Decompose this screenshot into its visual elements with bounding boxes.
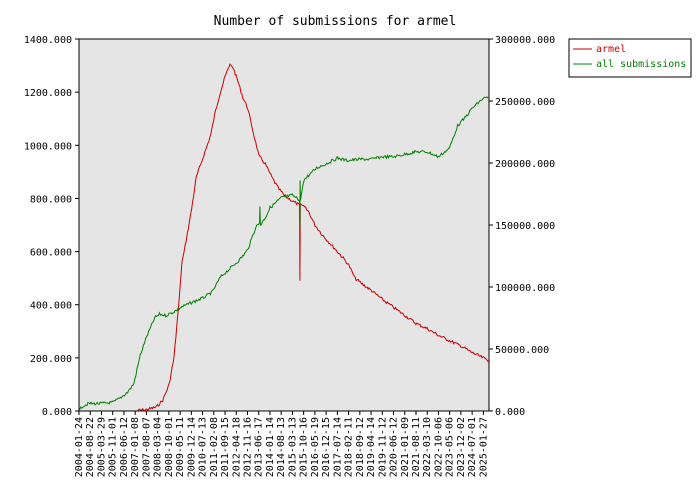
y-right-tick-label: 50000.000 xyxy=(495,345,549,356)
x-tick-label: 2005-11-01 xyxy=(108,417,119,477)
plot-area xyxy=(78,38,490,412)
legend-box xyxy=(568,38,692,78)
x-tick-label: 2006-06-12 xyxy=(119,417,130,477)
x-tick-label: 2013-06-17 xyxy=(254,417,265,477)
y-left-tick-label: 600.000 xyxy=(30,248,72,259)
x-tick-label: 2015-03-13 xyxy=(287,417,298,477)
y-right-tick-label: 200000.000 xyxy=(495,159,555,170)
x-tick-label: 2007-08-07 xyxy=(141,417,152,477)
series-line-all-submissions xyxy=(78,96,490,413)
legend-label: armel xyxy=(596,44,626,55)
x-tick-label: 2007-01-08 xyxy=(130,417,141,477)
plot-background xyxy=(78,38,490,412)
x-tick-label: 2024-07-01 xyxy=(467,417,478,477)
x-tick-label: 2004-01-24 xyxy=(74,417,85,477)
x-tick-label: 2023-05-06 xyxy=(445,417,456,477)
x-tick-label: 2019-04-14 xyxy=(366,417,377,477)
x-tick-label: 2025-01-27 xyxy=(478,417,489,477)
x-tick-label: 2012-11-16 xyxy=(242,417,253,477)
x-tick-label: 2004-08-22 xyxy=(85,417,96,477)
y-left-tick-label: 400.000 xyxy=(30,301,72,312)
x-tick-label: 2021-08-11 xyxy=(411,417,422,477)
x-tick-label: 2018-09-12 xyxy=(355,417,366,477)
x-tick-label: 2020-06-12 xyxy=(389,417,400,477)
axes: 0.000 200.000 400.000 600.000 800.000 1000.00… xyxy=(24,35,555,477)
x-tick-label: 2017-07-14 xyxy=(332,417,343,477)
y-left-tick-label: 800.000 xyxy=(30,194,72,205)
x-tick-label: 2011-09-15 xyxy=(220,417,231,477)
legend: armel all submissions xyxy=(568,38,692,78)
x-tick-label: 2015-10-16 xyxy=(299,417,310,477)
x-tick-label: 2008-03-04 xyxy=(153,417,164,477)
x-tick-label: 2022-10-06 xyxy=(433,417,444,477)
chart-title: Number of submissions for armel xyxy=(214,14,457,29)
x-tick-label: 2008-10-01 xyxy=(164,417,175,477)
series-line-armel xyxy=(137,63,490,412)
x-tick-label: 2010-07-13 xyxy=(198,417,209,477)
x-tick-label: 2016-12-15 xyxy=(321,417,332,477)
y-right-tick-label: 300000.000 xyxy=(495,35,555,46)
x-tick-label: 2016-05-19 xyxy=(310,417,321,477)
x-tick-label: 2011-02-08 xyxy=(209,417,220,477)
y-right-tick-label: 250000.000 xyxy=(495,97,555,108)
y-left-tick-label: 0.000 xyxy=(42,407,72,418)
x-tick-label: 2023-12-02 xyxy=(456,417,467,477)
y-left-tick-label: 200.000 xyxy=(30,354,72,365)
x-tick-label: 2022-03-10 xyxy=(422,417,433,477)
y-left-tick-label: 1000.000 xyxy=(24,141,72,152)
y-left-tick-label: 1200.000 xyxy=(24,88,72,99)
x-tick-label: 2019-11-12 xyxy=(377,417,388,477)
y-right-tick-label: 0.000 xyxy=(495,407,525,418)
y-left-tick-label: 1400.000 xyxy=(24,35,72,46)
x-tick-label: 2014-08-13 xyxy=(276,417,287,477)
x-tick-label: 2005-03-29 xyxy=(96,417,107,477)
legend-label: all submissions xyxy=(596,59,686,70)
x-tick-label: 2014-01-14 xyxy=(265,417,276,477)
x-tick-label: 2021-01-09 xyxy=(400,417,411,477)
y-right-tick-label: 100000.000 xyxy=(495,283,555,294)
x-tick-label: 2009-05-11 xyxy=(175,417,186,477)
x-tick-label: 2012-04-18 xyxy=(231,417,242,477)
x-tick-label: 2009-12-14 xyxy=(186,417,197,477)
y-right-tick-label: 150000.000 xyxy=(495,221,555,232)
x-tick-label: 2018-02-11 xyxy=(344,417,355,477)
series-lines xyxy=(78,63,490,413)
